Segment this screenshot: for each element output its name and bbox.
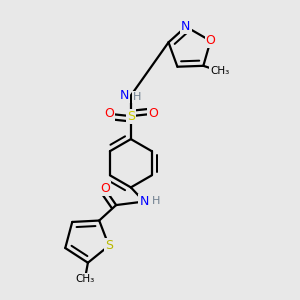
Text: N: N xyxy=(120,89,129,102)
Text: N: N xyxy=(181,20,190,33)
Text: N: N xyxy=(140,195,149,208)
Text: H: H xyxy=(152,196,160,206)
Text: CH₃: CH₃ xyxy=(210,66,229,76)
Text: O: O xyxy=(206,34,215,47)
Text: O: O xyxy=(104,107,114,120)
Text: CH₃: CH₃ xyxy=(75,274,94,284)
Text: O: O xyxy=(100,182,110,195)
Text: S: S xyxy=(127,110,135,123)
Text: H: H xyxy=(133,92,142,102)
Text: S: S xyxy=(105,239,113,252)
Text: O: O xyxy=(148,107,158,120)
